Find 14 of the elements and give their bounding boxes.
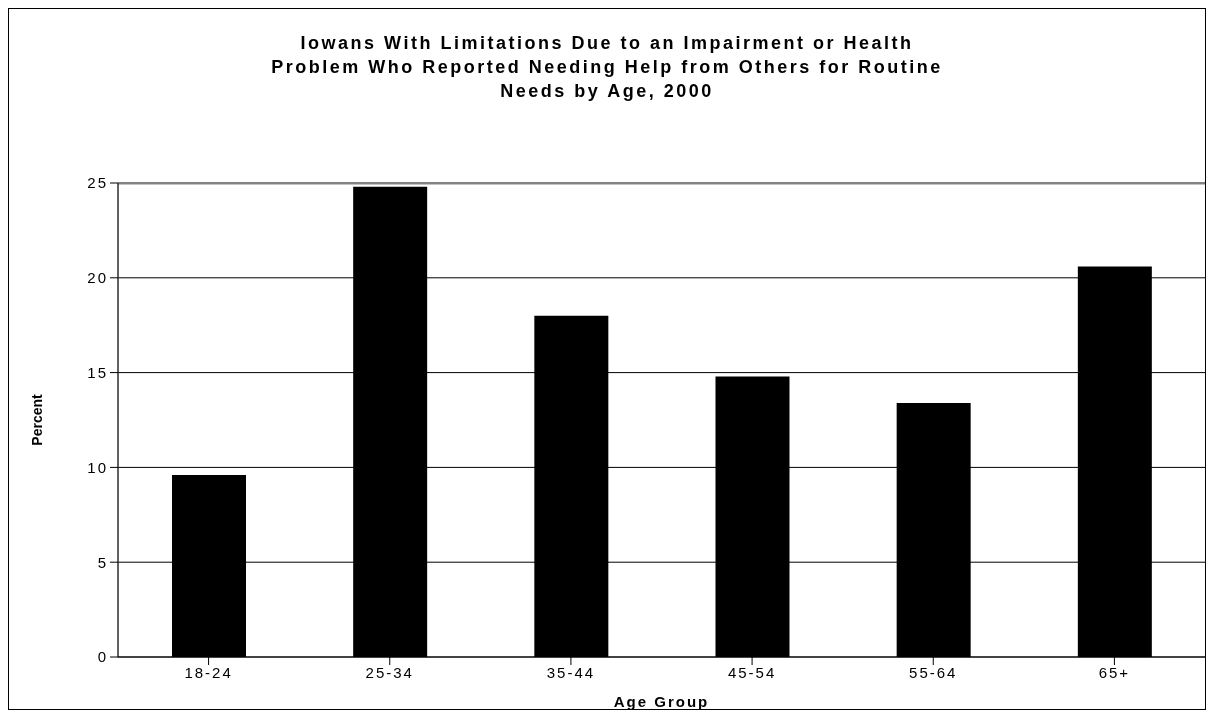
x-tick-label: 35-44 xyxy=(546,663,596,681)
y-tick-label: 0 xyxy=(97,648,108,666)
chart-title: Iowans With Limitations Due to an Impairment or Health Problem Who Reported Needing Help from Others for Routine Needs by Age, 2000 xyxy=(270,32,944,103)
y-tick-label: 10 xyxy=(87,458,108,476)
y-tick-label: 15 xyxy=(87,363,108,381)
y-tick-label: 25 xyxy=(87,174,108,192)
x-tick-label: 25-34 xyxy=(365,663,414,681)
y-tick-label: 5 xyxy=(97,553,108,571)
x-tick-label: 45-54 xyxy=(727,663,777,681)
y-axis-title: Percent xyxy=(28,393,45,446)
y-tick-label: 20 xyxy=(87,269,108,287)
x-tick-label: 65+ xyxy=(1098,663,1131,681)
x-tick-label: 18-24 xyxy=(184,663,233,681)
x-tick-label: 55-64 xyxy=(909,663,958,681)
